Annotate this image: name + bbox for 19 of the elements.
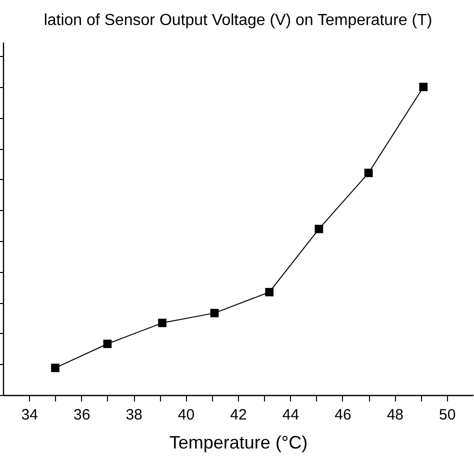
point [265, 288, 274, 296]
point [103, 340, 112, 348]
point [419, 82, 428, 92]
point [364, 168, 373, 178]
x-tick-label: 48 [386, 406, 404, 424]
x-axis-title: Temperature (°C) [169, 432, 308, 452]
x-tick-label: 40 [178, 406, 195, 424]
x-tick-label: 42 [230, 406, 247, 424]
point [210, 308, 219, 318]
chart-title: lation of Sensor Output Voltage (V) on Temperature (T) [44, 12, 432, 29]
x-tick-label: 46 [334, 406, 352, 424]
point [314, 224, 324, 234]
x-tick-label: 36 [73, 406, 90, 424]
x-tick-label: 50 [439, 406, 456, 424]
x-tick-label: 44 [282, 406, 300, 424]
x-tick-label: 38 [126, 406, 142, 424]
x-tick-label: 34 [21, 406, 38, 424]
point [158, 318, 166, 328]
point [51, 364, 60, 372]
